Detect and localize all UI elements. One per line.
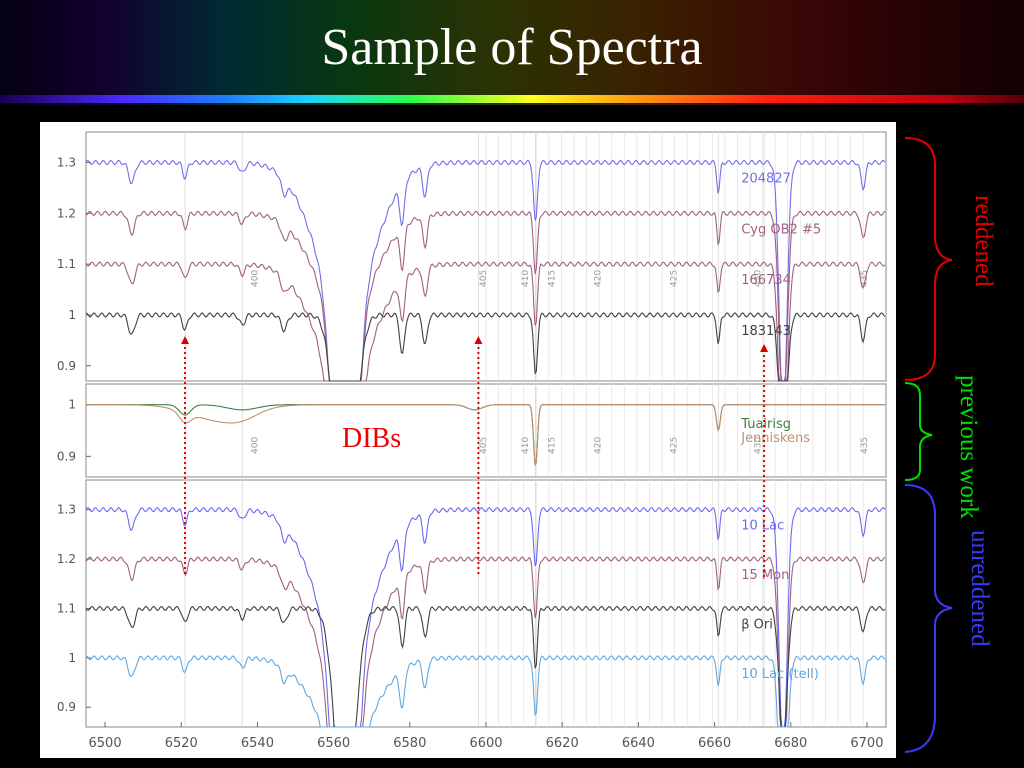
x-tick-label: 6540: [241, 736, 274, 751]
previous-work-bracket: [904, 382, 933, 481]
series-label: 15 Mon: [741, 568, 789, 583]
dib-arrow-head: [181, 336, 190, 344]
y-tick-label: 1.1: [57, 257, 76, 271]
spectrum-banner: [0, 95, 1024, 103]
series-line-bottom-0: [85, 507, 886, 728]
series-line-top-1: [85, 210, 886, 382]
panel-annotation: 410: [521, 270, 531, 287]
y-tick-label: 1.3: [57, 155, 76, 169]
x-tick-label: 6600: [469, 736, 502, 751]
unreddened-bracket: [904, 484, 953, 753]
panel-annotation: 435: [860, 437, 870, 454]
y-tick-label: 0.9: [57, 449, 76, 463]
panel-annotation: 420: [593, 437, 603, 454]
x-tick-label: 6660: [698, 736, 731, 751]
panel-annotation: 430: [753, 270, 763, 287]
y-tick-label: 1.2: [57, 206, 76, 220]
series-line-top-2: [85, 261, 886, 382]
x-tick-label: 6620: [546, 736, 579, 751]
series-line-top-0: [85, 159, 886, 382]
series-label: β Ori: [741, 617, 773, 632]
x-tick-label: 6500: [89, 736, 122, 751]
dib-arrow-head: [760, 344, 769, 352]
y-tick-label: 1.1: [57, 601, 76, 615]
panel-annotation: 415: [548, 270, 558, 287]
y-tick-label: 1.3: [57, 503, 76, 517]
series-label: 10 Lac: [741, 519, 784, 534]
y-tick-label: 1: [68, 398, 76, 412]
unreddened-label: unreddened: [966, 530, 993, 647]
panel-annotation: 405: [479, 270, 489, 287]
panel-annotation: 415: [548, 437, 558, 454]
panel-annotation: 400: [250, 437, 260, 454]
series-line-middle-1: [86, 404, 885, 466]
y-tick-label: 0.9: [57, 359, 76, 373]
series-label: Jenniskens: [740, 431, 810, 446]
series-label: 10 Lac (tell): [741, 667, 819, 682]
dib-arrow-head: [474, 336, 483, 344]
series-line-bottom-3: [85, 655, 886, 728]
series-label: 183143: [741, 324, 791, 339]
reddened-label: reddened: [970, 195, 997, 287]
series-label: Cyg OB2 #5: [741, 222, 821, 237]
dibs-label: DIBs: [342, 423, 402, 454]
y-tick-label: 0.9: [57, 700, 76, 714]
spectra-chart-svg: 1.3 1.2 1.1 1 0.9 400 405 410 415 420 425 430 435 204…: [57, 131, 887, 751]
x-tick-label: 6520: [165, 736, 198, 751]
series-line-bottom-2: [85, 605, 886, 728]
previous-work-label: previous work: [955, 375, 982, 519]
y-tick-label: 1: [68, 651, 76, 665]
panel-annotation: 400: [250, 270, 260, 287]
panel-annotation: 420: [593, 270, 603, 287]
slide-title: Sample of Spectra: [321, 19, 703, 76]
spectra-chart: 1.3 1.2 1.1 1 0.9 400 405 410 415 420 425 430 435 204…: [40, 122, 896, 758]
y-tick-label: 1.2: [57, 552, 76, 566]
y-tick-label: 1: [68, 308, 76, 322]
series-label: 204827: [741, 171, 791, 186]
series-label: Tuairisg: [740, 417, 791, 432]
x-tick-label: 6680: [774, 736, 807, 751]
x-tick-label: 6580: [393, 736, 426, 751]
panel-annotation: 430: [753, 437, 763, 454]
panel-annotation: 425: [669, 437, 679, 454]
x-tick-label: 6640: [622, 736, 655, 751]
x-tick-label: 6560: [317, 736, 350, 751]
series-line-bottom-1: [85, 556, 886, 728]
series-label: 166734: [741, 273, 791, 288]
panel-annotation: 410: [521, 437, 531, 454]
series-line-top-3: [85, 312, 886, 382]
x-tick-label: 6700: [850, 736, 883, 751]
panel-annotation: 425: [669, 270, 679, 287]
reddened-bracket: [904, 137, 953, 381]
panel-annotation: 405: [479, 437, 489, 454]
